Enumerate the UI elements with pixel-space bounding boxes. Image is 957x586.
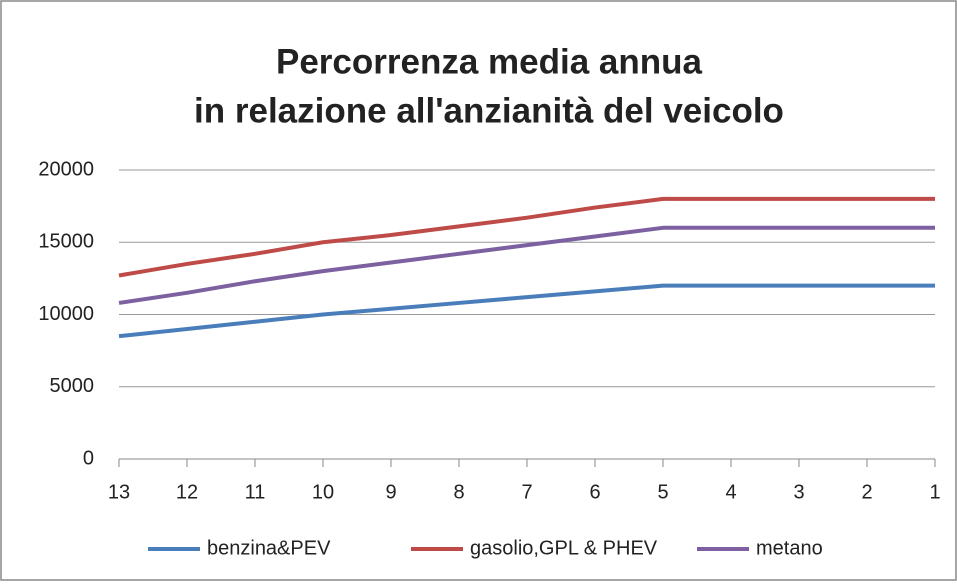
y-tick-label: 0 (83, 447, 94, 469)
x-tick-label: 9 (385, 481, 396, 503)
x-tick-label: 3 (793, 481, 804, 503)
x-tick-label: 4 (725, 481, 736, 503)
x-tick-label: 5 (657, 481, 668, 503)
y-tick-label: 10000 (38, 303, 94, 325)
y-tick-label: 5000 (50, 375, 95, 397)
series-line (118, 196, 935, 278)
chart-title: in relazione all'anzianità del veicolo (194, 91, 784, 130)
legend-label: gasolio,GPL & PHEV (470, 537, 658, 559)
series-line (118, 225, 935, 305)
x-tick-label: 6 (589, 481, 600, 503)
x-tick-label: 2 (861, 481, 872, 503)
x-tick-label: 10 (312, 481, 334, 503)
x-tick-label: 11 (245, 481, 266, 503)
x-tick-label: 8 (453, 481, 464, 503)
legend-label: metano (756, 537, 823, 559)
x-tick-label: 7 (521, 481, 532, 503)
chart-title: Percorrenza media annua (276, 42, 703, 81)
x-tick-label: 13 (108, 481, 130, 503)
y-tick-label: 15000 (38, 231, 94, 253)
x-tick-label: 1 (929, 481, 940, 503)
x-tick-label: 12 (176, 481, 198, 503)
legend-label: benzina&PEV (207, 537, 331, 559)
series-line (118, 283, 935, 339)
y-tick-label: 20000 (38, 158, 94, 180)
